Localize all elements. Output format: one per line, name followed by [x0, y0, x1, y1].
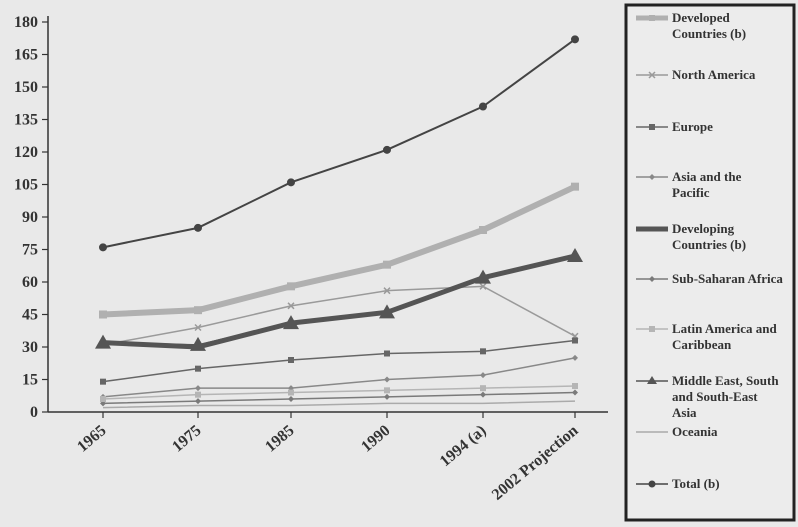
y-tick-label: 120: [14, 144, 38, 161]
plot-area: 0 15 30 45 60 75 90 105 120 135 150 165 180 1965 1975 1…: [14, 14, 608, 504]
y-tick-label: 105: [14, 177, 38, 194]
x-tick-label: 1965: [74, 422, 109, 456]
x-tick-label: 1994 (a): [437, 422, 490, 470]
legend-marker-sub-saharan-africa: [649, 276, 655, 282]
data-point-developed-countries-b: [99, 310, 107, 319]
data-point-sub-saharan-africa: [384, 393, 390, 400]
series-line-asia-and-the-pacific: [102, 357, 576, 398]
x-tick-label: 1990: [358, 422, 393, 456]
data-point-latin-america-and-caribbean: [572, 383, 578, 389]
legend-label-developing-countries-b: Developing Countries (b): [672, 221, 746, 252]
series-line-developed-countries-b: [102, 183, 577, 318]
data-point-total-b: [194, 223, 202, 232]
data-point-middle-east-south-and-south-east-asia: [190, 336, 206, 351]
y-tick-label: 165: [14, 47, 38, 64]
data-point-asia-and-the-pacific: [480, 372, 486, 379]
y-tick-label: 135: [14, 112, 38, 129]
data-point-north-america: [287, 302, 295, 310]
data-point-europe: [288, 357, 294, 363]
data-point-total-b: [571, 35, 579, 44]
data-point-north-america: [383, 287, 391, 295]
data-point-developed-countries-b: [287, 282, 295, 291]
x-tick-label: 1975: [169, 422, 204, 456]
legend-label-oceania: Oceania: [672, 424, 718, 439]
legend-marker-middle-east-south-and-south-east-asia: [647, 376, 657, 384]
data-point-europe: [100, 378, 106, 385]
y-tick-label: 90: [22, 209, 38, 226]
data-point-middle-east-south-and-south-east-asia: [475, 269, 491, 284]
data-point-developed-countries-b: [571, 182, 579, 191]
data-point-asia-and-the-pacific: [195, 385, 201, 392]
series-line-developing-countries-b: [102, 253, 576, 350]
series-line-sub-saharan-africa: [102, 391, 576, 405]
data-point-latin-america-and-caribbean: [480, 385, 486, 392]
data-point-middle-east-south-and-south-east-asia: [283, 315, 299, 330]
data-point-total-b: [479, 102, 487, 111]
series-line-europe: [102, 339, 576, 383]
data-point-latin-america-and-caribbean: [384, 387, 390, 394]
legend-marker-asia-and-the-pacific: [649, 174, 655, 180]
y-tick-label: 180: [14, 14, 38, 31]
series-line-north-america: [102, 285, 576, 346]
y-tick-label: 150: [14, 79, 38, 96]
data-point-europe: [384, 350, 390, 357]
x-tick-label: 2002 Projection: [489, 422, 582, 504]
legend-label-middle-east-south-and-south-east-asia: Middle East, South and South-East Asia: [672, 373, 779, 420]
data-point-latin-america-and-caribbean: [195, 391, 201, 398]
series-line-middle-east-south-and-south-east-asia: [102, 255, 576, 346]
data-point-latin-america-and-caribbean: [288, 389, 294, 396]
data-point-total-b: [287, 178, 295, 187]
data-point-asia-and-the-pacific: [384, 376, 390, 383]
data-point-north-america: [479, 282, 487, 290]
y-tick-label: 30: [22, 339, 38, 356]
legend-box: [624, 3, 796, 522]
data-point-total-b: [383, 145, 391, 154]
series-line-latin-america-and-caribbean: [102, 385, 576, 400]
y-tick-label: 45: [22, 307, 38, 324]
data-point-sub-saharan-africa: [288, 396, 294, 402]
data-point-asia-and-the-pacific: [572, 354, 578, 361]
data-point-europe: [572, 337, 578, 344]
data-point-middle-east-south-and-south-east-asia: [379, 304, 395, 319]
data-point-sub-saharan-africa: [480, 391, 486, 398]
data-point-total-b: [99, 243, 107, 252]
data-point-europe: [195, 365, 201, 372]
y-tick-label: 0: [30, 404, 38, 421]
legend-marker-total-b: [648, 480, 656, 488]
series-line-oceania: [102, 400, 576, 409]
data-point-latin-america-and-caribbean: [100, 396, 106, 402]
legend-label-asia-and-the-pacific: Asia and the Pacific: [672, 169, 742, 200]
legend-marker-developed-countries-b: [649, 15, 655, 21]
x-tick-label: 1985: [262, 422, 297, 456]
data-point-sub-saharan-africa: [195, 398, 201, 405]
legend-marker-europe: [649, 124, 655, 130]
data-point-europe: [480, 348, 486, 355]
data-point-developed-countries-b: [194, 306, 202, 315]
data-point-middle-east-south-and-south-east-asia: [95, 334, 111, 349]
legend: Developed Countries (b) North America Europ…: [624, 3, 796, 522]
data-point-sub-saharan-africa: [572, 389, 578, 396]
data-point-developed-countries-b: [383, 260, 391, 269]
y-tick-label: 15: [22, 372, 38, 389]
legend-marker-latin-america-and-caribbean: [649, 326, 655, 332]
y-tick-label: 60: [22, 274, 38, 291]
series-line-total-b: [102, 38, 576, 249]
legend-marker-north-america: [648, 71, 656, 79]
legend-label-north-america: North America: [672, 67, 756, 82]
legend-label-sub-saharan-africa: Sub-Saharan Africa: [672, 271, 783, 286]
y-tick-label: 75: [22, 242, 38, 259]
legend-label-europe: Europe: [672, 119, 713, 134]
legend-label-latin-america-and-caribbean: Latin America and Caribbean: [672, 321, 777, 352]
legend-label-developed-countries-b: Developed Countries (b): [672, 10, 746, 41]
legend-label-total-b: Total (b): [672, 476, 720, 491]
data-point-middle-east-south-and-south-east-asia: [567, 248, 583, 262]
data-point-north-america: [194, 323, 202, 332]
data-point-developed-countries-b: [479, 226, 487, 234]
